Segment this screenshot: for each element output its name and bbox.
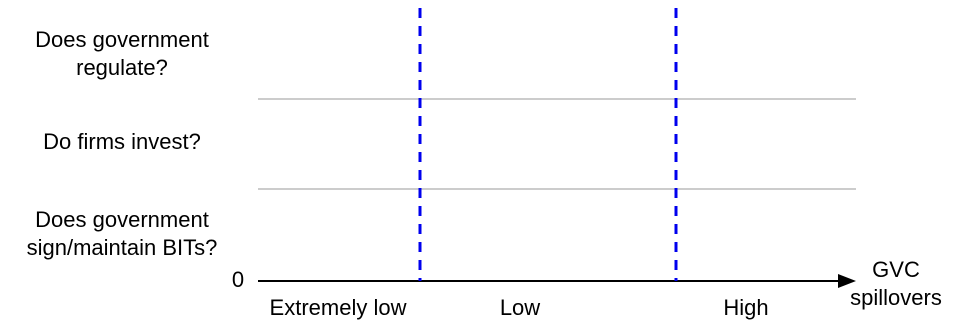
x-axis-title-line1: GVC [872, 257, 920, 282]
region-label-low: Low [499, 295, 541, 320]
row-label-invest-line1: Do firms invest? [43, 129, 201, 154]
row-label-regulate: Does government regulate? [2, 26, 242, 82]
row-label-bits: Does government sign/maintain BITs? [2, 206, 242, 262]
x-axis-title-line2: spillovers [850, 285, 942, 310]
row-label-invest: Do firms invest? [2, 128, 242, 156]
row-label-regulate-line1: Does government [35, 27, 209, 52]
x-axis-title: GVC spillovers [838, 256, 954, 312]
region-label-high: High [723, 295, 769, 320]
row-label-bits-line1: Does government [35, 207, 209, 232]
axis-origin-label: 0 [231, 267, 245, 292]
x-axis-arrowhead [838, 274, 856, 288]
region-label-extremely-low: Extremely low [269, 295, 407, 320]
row-label-bits-line2: sign/maintain BITs? [26, 235, 218, 260]
row-label-regulate-line2: regulate? [76, 55, 168, 80]
